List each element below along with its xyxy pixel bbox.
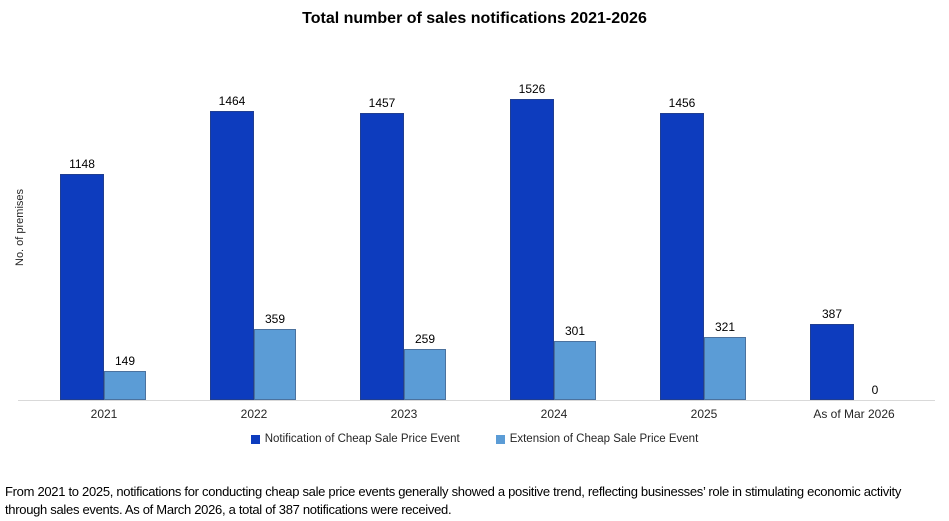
bar-value-label: 1456 [668, 96, 696, 110]
bar-value-label: 1457 [368, 96, 396, 110]
legend-label-extension: Extension of Cheap Sale Price Event [509, 433, 699, 445]
bar-value-label: 1526 [518, 82, 546, 96]
x-axis-tick-label: 2021 [90, 407, 118, 421]
x-axis-line [18, 400, 935, 401]
footer-text: From 2021 to 2025, notifications for con… [5, 484, 902, 517]
x-axis-tick-label: 2022 [240, 407, 268, 421]
bar-series0-2023 [360, 113, 404, 400]
bar-series1-2023 [404, 349, 446, 400]
x-axis-tick-label: 2023 [390, 407, 418, 421]
legend: Notification of Cheap Sale Price Event E… [0, 433, 949, 445]
bar-value-label: 359 [264, 312, 286, 326]
y-axis-label: No. of premises [14, 188, 26, 266]
x-axis-tick-label: 2025 [690, 407, 718, 421]
bar-series0-2024 [510, 99, 554, 400]
bar-series0-2025 [660, 113, 704, 400]
bar-series1-2025 [704, 337, 746, 400]
legend-item-notification: Notification of Cheap Sale Price Event [250, 433, 460, 445]
bar-value-label: 1464 [218, 94, 246, 108]
legend-label-notification: Notification of Cheap Sale Price Event [264, 433, 460, 445]
legend-item-extension: Extension of Cheap Sale Price Event [495, 433, 699, 445]
bar-series1-2022 [254, 329, 296, 400]
legend-swatch-extension [495, 434, 505, 444]
chart-title: Total number of sales notifications 2021… [302, 10, 647, 27]
bar-value-label: 321 [714, 320, 736, 334]
bar-series1-2021 [104, 371, 146, 400]
bar-value-label: 149 [114, 354, 136, 368]
bar-series1-2024 [554, 341, 596, 400]
bar-value-label: 259 [414, 332, 436, 346]
bar-value-label: 301 [564, 324, 586, 338]
legend-swatch-notification [250, 434, 260, 444]
x-axis-tick-label: As of Mar 2026 [813, 407, 895, 421]
bar-value-label: 1148 [69, 157, 95, 171]
bar-series0-2021 [60, 174, 104, 400]
x-axis-tick-label: 2024 [540, 407, 568, 421]
bar-value-label: 0 [871, 383, 879, 397]
bar-value-label: 387 [821, 307, 843, 321]
bar-series0-2022 [210, 111, 254, 400]
bar-series0-as-of-mar-2026 [810, 324, 854, 400]
